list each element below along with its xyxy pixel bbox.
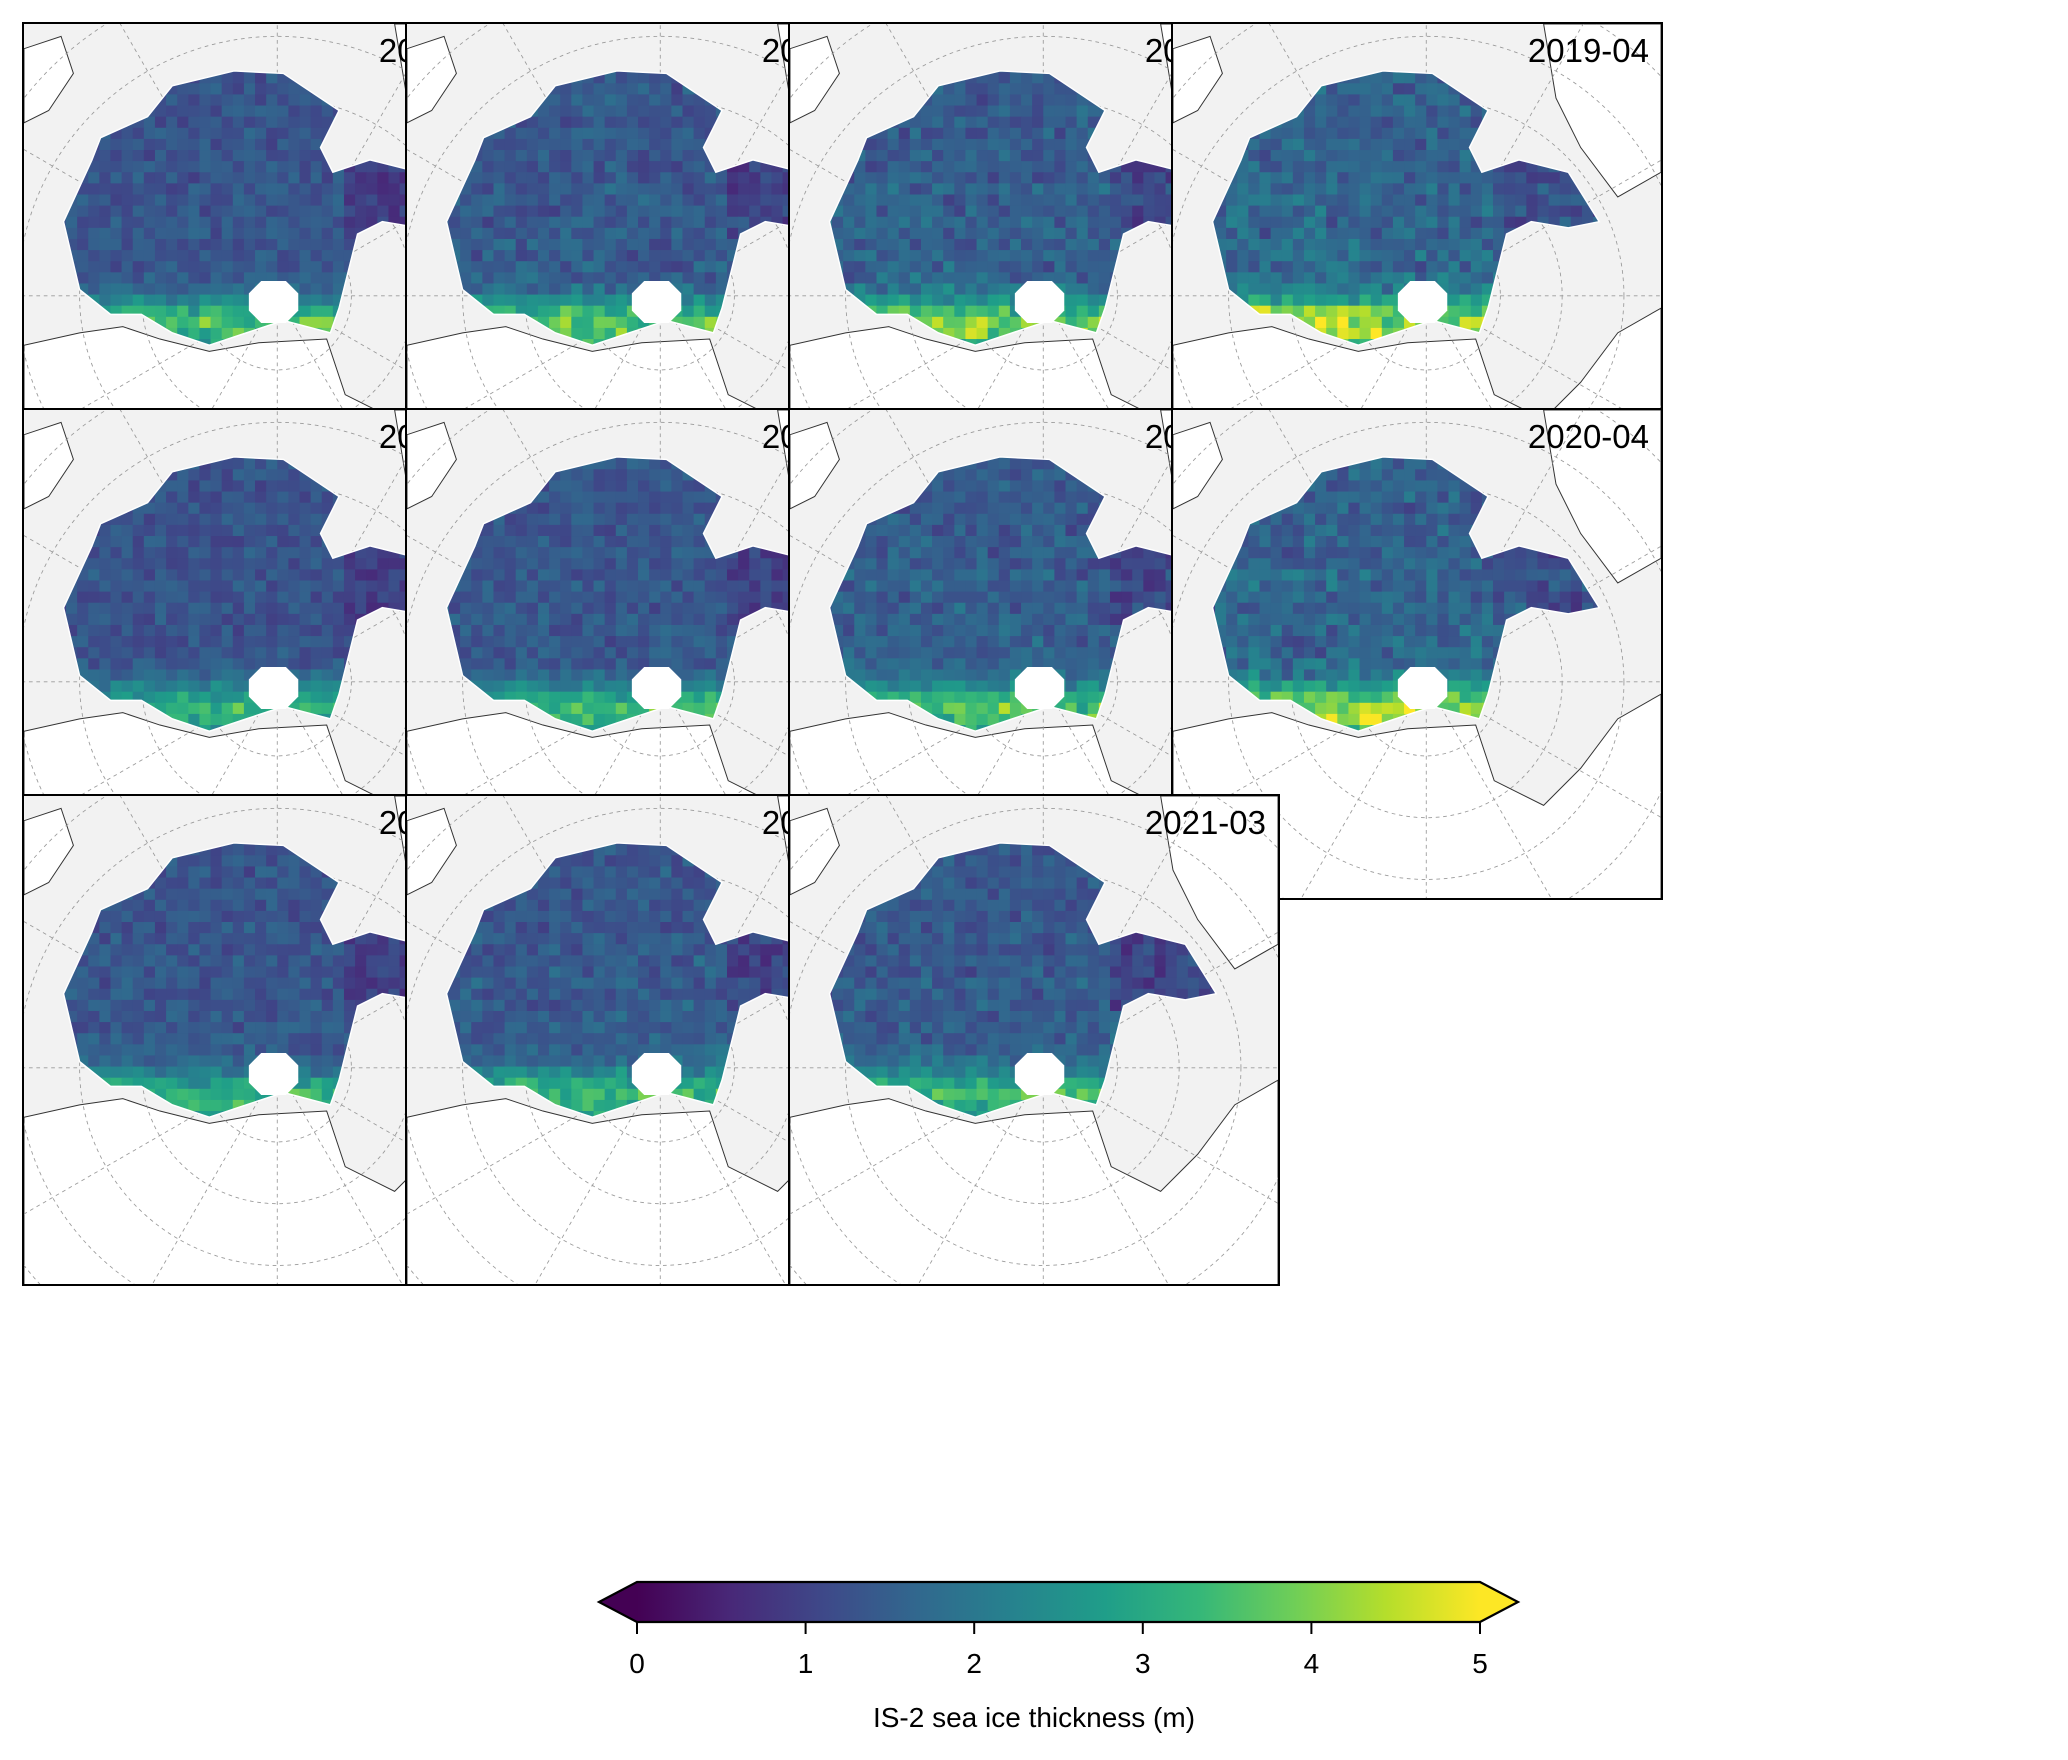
land-mass (407, 1079, 895, 1284)
ice-edge (62, 70, 452, 346)
pole-hole (248, 666, 299, 709)
ice-edge (828, 842, 1218, 1118)
colorbar-tick-label: 2 (966, 1648, 982, 1679)
ice-edge (445, 456, 835, 732)
colorbar-tick-label: 4 (1303, 1648, 1320, 1679)
land-mass (790, 1079, 1278, 1284)
pole-hole (1014, 666, 1065, 709)
colorbar-extend-min (599, 1582, 637, 1622)
land-mass (24, 1079, 512, 1284)
colorbar-tick-label: 0 (629, 1648, 645, 1679)
colorbar-tick-label: 5 (1472, 1648, 1488, 1679)
land-mass (1543, 410, 1661, 584)
land-mass (1160, 796, 1278, 970)
colorbar: 0 1 2 3 4 5 IS-2 sea ice thickness (m) (0, 1570, 2068, 1760)
arctic-map (407, 796, 895, 1284)
ice-edge (62, 842, 452, 1118)
pole-hole (248, 280, 299, 323)
land-mass (1543, 24, 1661, 198)
ice-edge (828, 70, 1218, 346)
pole-hole (1014, 280, 1065, 323)
colorbar-extend-max (1480, 1582, 1518, 1622)
map-panel: 2021-03 (788, 794, 1280, 1286)
land-mass (1173, 693, 1661, 898)
panel-date-label: 2020-04 (1527, 418, 1649, 455)
pole-hole (1397, 280, 1448, 323)
ice-edge (828, 456, 1218, 732)
colorbar-tick-label: 3 (1135, 1648, 1151, 1679)
pole-hole (631, 280, 682, 323)
pole-hole (1397, 666, 1448, 709)
pole-hole (631, 666, 682, 709)
colorbar-gradient (637, 1582, 1480, 1622)
ice-edge (62, 456, 452, 732)
colorbar-tick-label: 1 (797, 1648, 814, 1679)
ice-edge (445, 70, 835, 346)
arctic-map (790, 796, 1278, 1284)
colorbar-bar (596, 1580, 1521, 1634)
colorbar-title: IS-2 sea ice thickness (m) (872, 1702, 1196, 1733)
panel-grid: 2019-012019-022019-032019-042020-012020-… (22, 22, 1663, 1286)
pole-hole (631, 1052, 682, 1095)
ice-edge (1211, 456, 1601, 732)
panel-date-label: 2019-04 (1527, 32, 1649, 69)
pole-hole (248, 1052, 299, 1095)
pole-hole (1014, 1052, 1065, 1095)
ice-edge (445, 842, 835, 1118)
panel-date-label: 2021-03 (1144, 804, 1266, 841)
ice-edge (1211, 70, 1601, 346)
